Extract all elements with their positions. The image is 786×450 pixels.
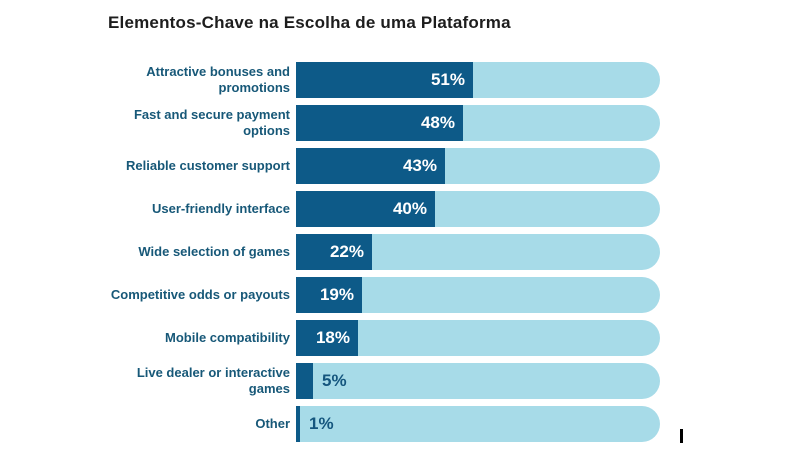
- bar-row: Other 1%: [0, 406, 700, 442]
- chart-title: Elementos-Chave na Escolha de uma Plataf…: [108, 13, 511, 32]
- value-label: 48%: [420, 113, 455, 132]
- category-label: Reliable customer support: [126, 158, 290, 173]
- value-label: 51%: [430, 70, 465, 89]
- bar-fill: 48%: [296, 105, 463, 141]
- bar-fill: 19%: [296, 277, 362, 313]
- bar-track: 48%: [296, 105, 660, 141]
- bar-row: Mobile compatibility 18%: [0, 320, 700, 356]
- bar-fill: 43%: [296, 148, 445, 184]
- value-label: 19%: [319, 285, 354, 304]
- value-label: 40%: [392, 199, 427, 218]
- bar-track: 40%: [296, 191, 660, 227]
- bar-row: Fast and secure payment options 48%: [0, 105, 700, 141]
- value-label: 1%: [309, 414, 334, 433]
- category-label: Attractive bonuses and promotions: [146, 64, 290, 95]
- category-label: Wide selection of games: [138, 244, 290, 259]
- bar-track: 22%: [296, 234, 660, 270]
- bar-row: Competitive odds or payouts 19%: [0, 277, 700, 313]
- category-label: Other: [255, 416, 290, 431]
- value-label: 22%: [329, 242, 364, 261]
- category-label: Fast and secure payment options: [133, 107, 290, 138]
- bar-fill: 40%: [296, 191, 435, 227]
- text-cursor-artifact: [680, 429, 683, 443]
- bar-track: 1%: [296, 406, 660, 442]
- value-label: 5%: [322, 371, 347, 390]
- bar-row: Live dealer or interactive games 5%: [0, 363, 700, 399]
- value-label: 18%: [315, 328, 350, 347]
- bar-fill: 18%: [296, 320, 358, 356]
- category-label: Mobile compatibility: [165, 330, 290, 345]
- bar-track: 19%: [296, 277, 660, 313]
- bar-fill: [296, 406, 300, 442]
- category-label: User-friendly interface: [152, 201, 290, 216]
- bar-rows: Attractive bonuses and promotions 51% Fast…: [0, 62, 700, 449]
- bar-row: Attractive bonuses and promotions 51%: [0, 62, 700, 98]
- bar-track: 5%: [296, 363, 660, 399]
- bar-row: Reliable customer support 43%: [0, 148, 700, 184]
- bar-fill: 51%: [296, 62, 473, 98]
- bar-track: 18%: [296, 320, 660, 356]
- bar-fill: [296, 363, 313, 399]
- bar-row: User-friendly interface 40%: [0, 191, 700, 227]
- bar-track: 43%: [296, 148, 660, 184]
- category-label: Competitive odds or payouts: [110, 287, 290, 302]
- bar-row: Wide selection of games 22%: [0, 234, 700, 270]
- bar-fill: 22%: [296, 234, 372, 270]
- bar-track: 51%: [296, 62, 660, 98]
- category-label: Live dealer or interactive games: [136, 365, 290, 396]
- value-label: 43%: [402, 156, 437, 175]
